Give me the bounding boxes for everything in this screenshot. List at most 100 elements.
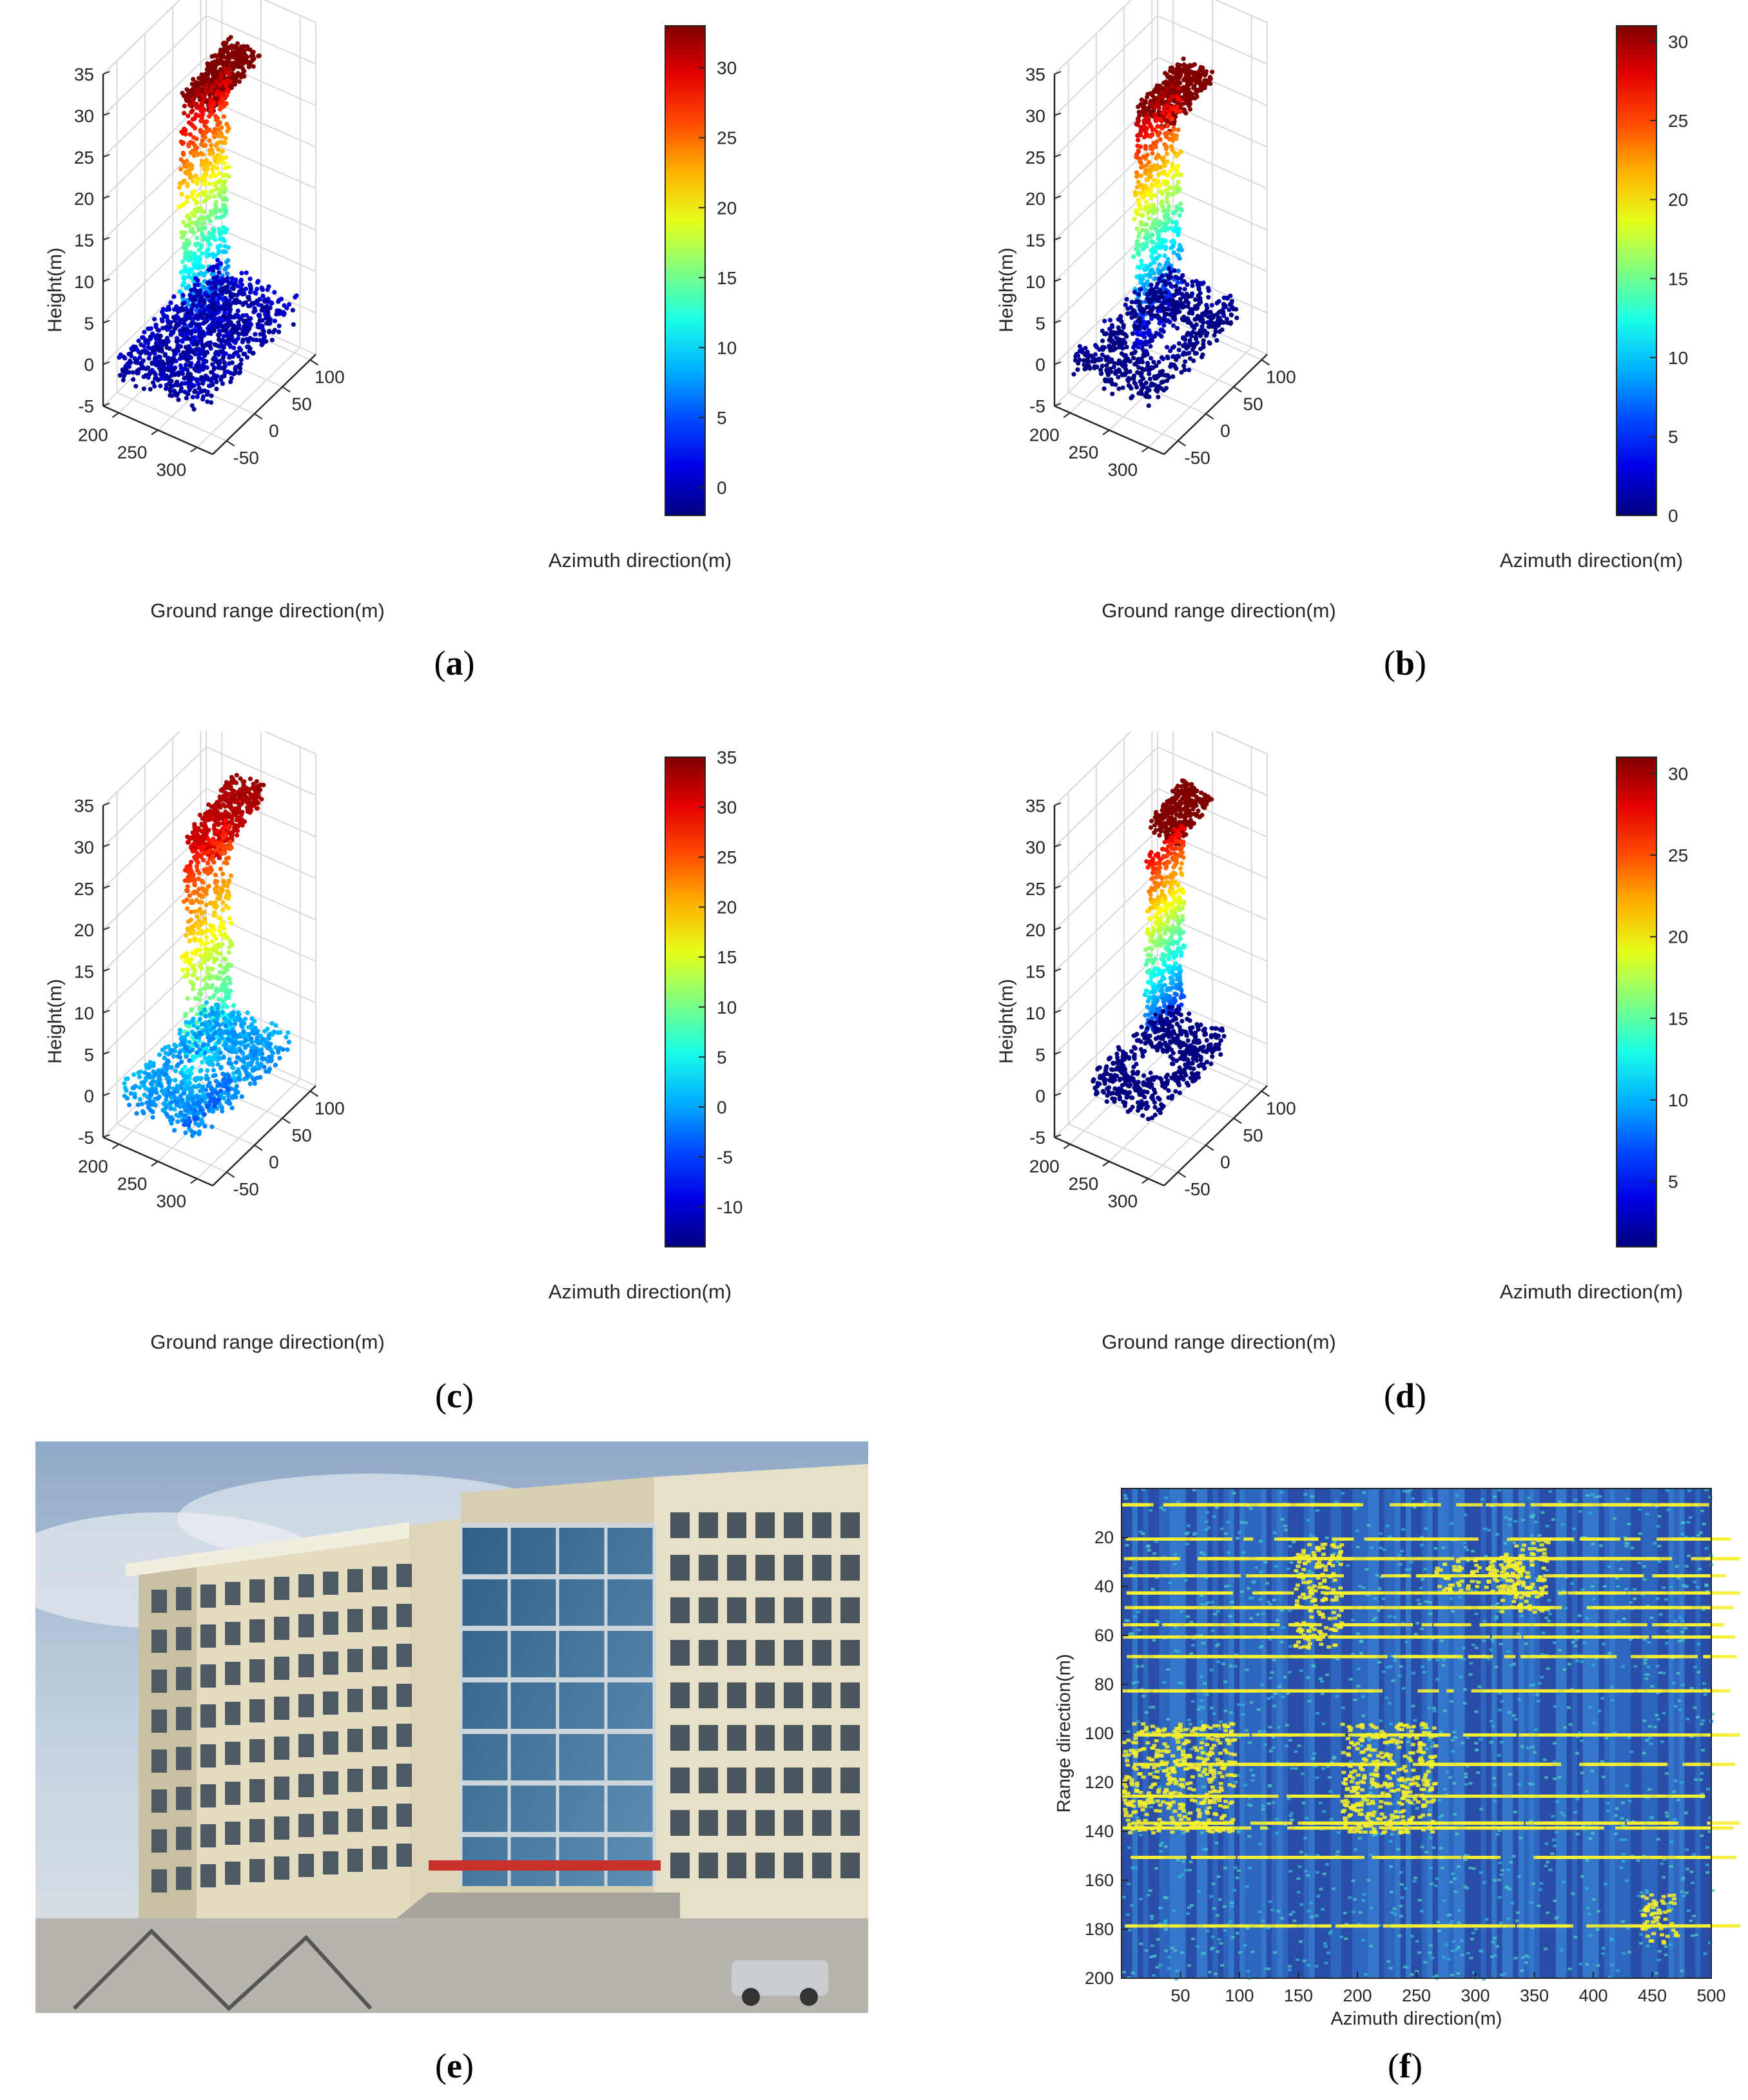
point <box>195 221 200 226</box>
point <box>251 1077 257 1083</box>
point <box>200 152 206 157</box>
point <box>191 197 197 202</box>
point <box>200 221 205 226</box>
point-cloud <box>117 35 299 412</box>
point <box>1193 334 1198 340</box>
point <box>188 132 193 137</box>
point <box>1208 309 1213 314</box>
point <box>1143 106 1149 111</box>
point <box>1123 340 1128 345</box>
point <box>238 72 244 77</box>
point <box>199 822 204 827</box>
point <box>1176 180 1181 185</box>
point <box>249 300 255 305</box>
point <box>239 1094 244 1099</box>
point <box>1181 363 1187 369</box>
point <box>214 92 219 97</box>
point <box>1180 101 1185 106</box>
point <box>185 834 190 840</box>
point <box>286 1039 291 1045</box>
point <box>200 394 206 400</box>
point <box>238 776 243 781</box>
point <box>220 328 226 333</box>
point <box>212 342 217 347</box>
point <box>1152 193 1158 198</box>
point <box>164 345 170 351</box>
point <box>189 331 194 336</box>
colorbar-bar <box>665 25 706 516</box>
point <box>237 1077 242 1082</box>
point <box>1132 314 1138 319</box>
point <box>209 111 214 117</box>
point <box>1167 204 1172 209</box>
point <box>220 1108 225 1114</box>
point <box>147 372 152 377</box>
point <box>221 213 226 218</box>
point <box>1144 305 1150 310</box>
point <box>182 264 188 269</box>
point <box>1160 191 1165 197</box>
point <box>1118 340 1123 345</box>
point <box>1187 356 1193 361</box>
point <box>160 325 166 331</box>
point <box>213 376 218 381</box>
point <box>1173 284 1178 289</box>
point <box>1206 294 1211 300</box>
point <box>166 358 171 363</box>
point <box>237 325 242 331</box>
caption-b: (b) <box>1383 644 1426 682</box>
point <box>1168 169 1173 174</box>
z-axis-title: Height(m) <box>996 247 1017 332</box>
point <box>1152 374 1157 380</box>
point <box>197 351 202 356</box>
point <box>133 383 139 389</box>
grid-line <box>102 954 207 1055</box>
point <box>220 41 226 46</box>
point <box>194 377 199 382</box>
point <box>204 197 209 202</box>
point <box>201 844 206 849</box>
point <box>1171 250 1176 255</box>
point <box>200 342 205 347</box>
point <box>1131 356 1136 361</box>
point <box>1132 380 1137 385</box>
point <box>220 871 226 876</box>
point <box>226 784 231 789</box>
point <box>208 383 213 389</box>
point <box>255 1061 260 1066</box>
point <box>229 360 235 365</box>
point <box>198 128 203 133</box>
point <box>1185 303 1190 309</box>
point <box>1194 331 1199 336</box>
point <box>233 1060 239 1065</box>
colorbar-tick-label: 15 <box>717 268 737 288</box>
point <box>1141 118 1147 124</box>
point <box>213 292 218 297</box>
point <box>1143 115 1149 120</box>
colorbar-tick-label: 20 <box>717 198 737 218</box>
z-tick-label: -5 <box>78 1128 94 1148</box>
point <box>226 1097 231 1103</box>
point <box>1176 128 1181 133</box>
point <box>1234 315 1239 320</box>
point <box>290 307 295 313</box>
point <box>206 303 212 309</box>
point <box>141 386 146 391</box>
y-tick-label: 50 <box>292 394 312 414</box>
point <box>213 53 218 59</box>
point <box>180 350 186 355</box>
point <box>1165 173 1170 178</box>
point <box>1109 323 1114 328</box>
point <box>212 194 217 199</box>
point <box>1161 308 1166 313</box>
point <box>1135 143 1140 148</box>
point <box>272 318 277 323</box>
point <box>1160 90 1165 95</box>
point <box>217 797 222 802</box>
y-tick-label: 50 <box>292 1125 312 1145</box>
point <box>255 298 260 303</box>
point <box>1156 221 1161 226</box>
point <box>237 291 242 296</box>
point <box>1100 352 1105 358</box>
point <box>1179 370 1184 375</box>
